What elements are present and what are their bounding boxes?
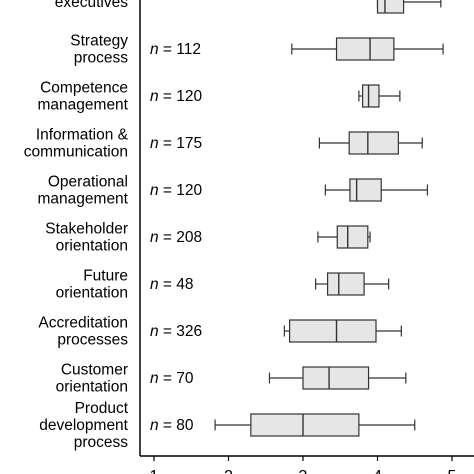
category-label: development bbox=[39, 417, 128, 434]
category-label: Accreditation bbox=[38, 315, 128, 332]
category-label: Future bbox=[83, 268, 128, 285]
iqr-box bbox=[336, 225, 369, 249]
iqr-box bbox=[376, 0, 405, 14]
iqr-box bbox=[302, 366, 370, 390]
iqr-box bbox=[362, 84, 380, 108]
iqr-box bbox=[326, 272, 365, 296]
n-symbol: n bbox=[150, 182, 159, 199]
box-accreditation-processes bbox=[283, 319, 402, 343]
sample-size-label: n = 120 bbox=[150, 182, 203, 199]
n-value: = 70 bbox=[159, 370, 194, 387]
plot-area bbox=[214, 0, 444, 437]
box-competence-management bbox=[358, 84, 401, 108]
category-label: communication bbox=[24, 144, 128, 161]
category-label: process bbox=[74, 50, 129, 67]
n-symbol: n bbox=[150, 417, 159, 434]
iqr-box bbox=[335, 37, 395, 61]
category-label: Information & bbox=[36, 127, 129, 144]
category-label: orientation bbox=[56, 238, 128, 255]
n-value: = 48 bbox=[159, 276, 194, 293]
sample-size-label: n = 112 bbox=[150, 41, 201, 58]
n-value: = 80 bbox=[159, 417, 194, 434]
category-label: Strategy bbox=[70, 33, 128, 50]
n-symbol: n bbox=[150, 135, 159, 152]
category-label: management bbox=[38, 191, 129, 208]
category-label: Stakeholder bbox=[45, 221, 128, 238]
sample-size-label: n = 208 bbox=[150, 229, 202, 246]
x-tick-label: 5 bbox=[448, 468, 457, 474]
category-labels: executivesStrategyprocessCompetencemanag… bbox=[24, 0, 129, 451]
box-product-development-process bbox=[214, 413, 416, 437]
box-future-orientation bbox=[315, 272, 390, 296]
category-label: Competence bbox=[40, 80, 128, 97]
x-axis: 1 2 3 4 5 bbox=[139, 0, 474, 474]
n-symbol: n bbox=[150, 323, 159, 340]
n-value: = 175 bbox=[159, 135, 203, 152]
x-tick-label: 3 bbox=[299, 468, 308, 474]
n-symbol: n bbox=[150, 276, 159, 293]
sample-size-label: n = 70 bbox=[150, 370, 194, 387]
category-label: orientation bbox=[56, 379, 128, 396]
box-executives bbox=[376, 0, 442, 14]
sample-size-label: n = 80 bbox=[150, 417, 194, 434]
iqr-box bbox=[288, 319, 377, 343]
iqr-box bbox=[349, 178, 382, 202]
category-label: Product bbox=[75, 400, 129, 417]
sample-size-label: n = 326 bbox=[150, 323, 202, 340]
x-tick-label: 4 bbox=[373, 468, 382, 474]
iqr-box bbox=[348, 131, 399, 155]
category-label: process bbox=[74, 434, 129, 451]
n-symbol: n bbox=[150, 41, 159, 58]
n-value: = 326 bbox=[159, 323, 203, 340]
n-value: = 112 bbox=[159, 41, 201, 58]
n-value: = 120 bbox=[159, 88, 203, 105]
sample-size-label: n = 48 bbox=[150, 276, 194, 293]
box-operational-management bbox=[324, 178, 429, 202]
sample-size-label: n = 175 bbox=[150, 135, 202, 152]
category-label: Operational bbox=[48, 174, 128, 191]
x-tick-label: 2 bbox=[224, 468, 233, 474]
n-value: = 120 bbox=[159, 182, 203, 199]
box-information-communication bbox=[318, 131, 423, 155]
n-symbol: n bbox=[150, 229, 159, 246]
category-label: Customer bbox=[61, 362, 128, 379]
box-strategy-process bbox=[291, 37, 444, 61]
n-symbol: n bbox=[150, 370, 159, 387]
category-label: orientation bbox=[56, 285, 128, 302]
iqr-box bbox=[250, 413, 360, 437]
category-label: executives bbox=[55, 0, 128, 11]
n-symbol: n bbox=[150, 88, 159, 105]
box-customer-orientation bbox=[268, 366, 407, 390]
n-value: = 208 bbox=[159, 229, 203, 246]
category-label: management bbox=[38, 97, 129, 114]
box-stakeholder-orientation bbox=[317, 225, 371, 249]
sample-size-label: n = 120 bbox=[150, 88, 203, 105]
category-label: processes bbox=[57, 332, 128, 349]
x-tick-label: 1 bbox=[150, 468, 159, 474]
